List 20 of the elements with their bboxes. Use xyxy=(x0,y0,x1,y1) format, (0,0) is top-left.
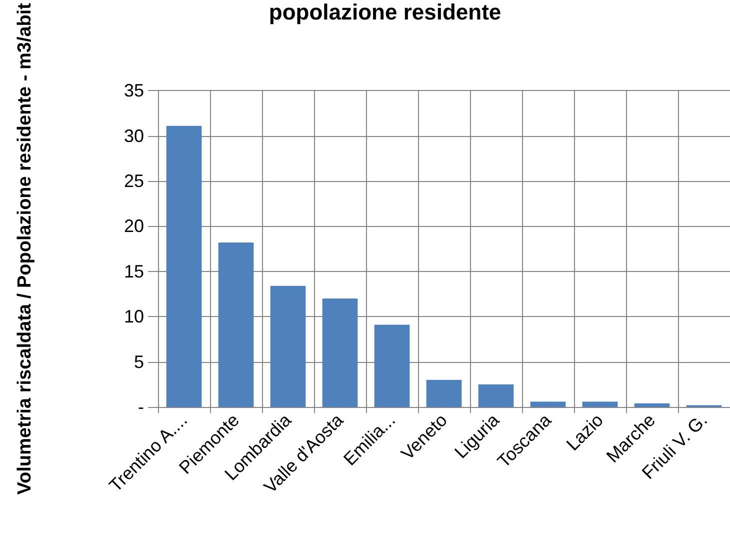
y-tick-label: 35 xyxy=(124,80,144,101)
y-tick-label: 15 xyxy=(124,261,144,282)
bar xyxy=(166,126,202,407)
bar xyxy=(426,380,462,407)
y-tick-label: 20 xyxy=(124,216,144,236)
bar xyxy=(530,402,566,407)
bar xyxy=(270,286,306,407)
bar xyxy=(374,324,410,407)
bar xyxy=(582,402,618,407)
y-tick-label: 25 xyxy=(124,171,144,192)
bar xyxy=(218,242,254,407)
y-axis-title: Volumetria riscaldata / Popolazione residente - m3/abit xyxy=(14,2,36,495)
y-tick-label: 5 xyxy=(134,352,144,372)
bar xyxy=(322,298,358,407)
bar xyxy=(634,403,670,407)
y-tick-label: 10 xyxy=(124,306,144,327)
y-tick-label: 30 xyxy=(124,126,144,146)
chart-title: popolazione residente xyxy=(268,0,502,24)
y-tick-label: - xyxy=(138,397,144,417)
bar xyxy=(478,384,514,407)
